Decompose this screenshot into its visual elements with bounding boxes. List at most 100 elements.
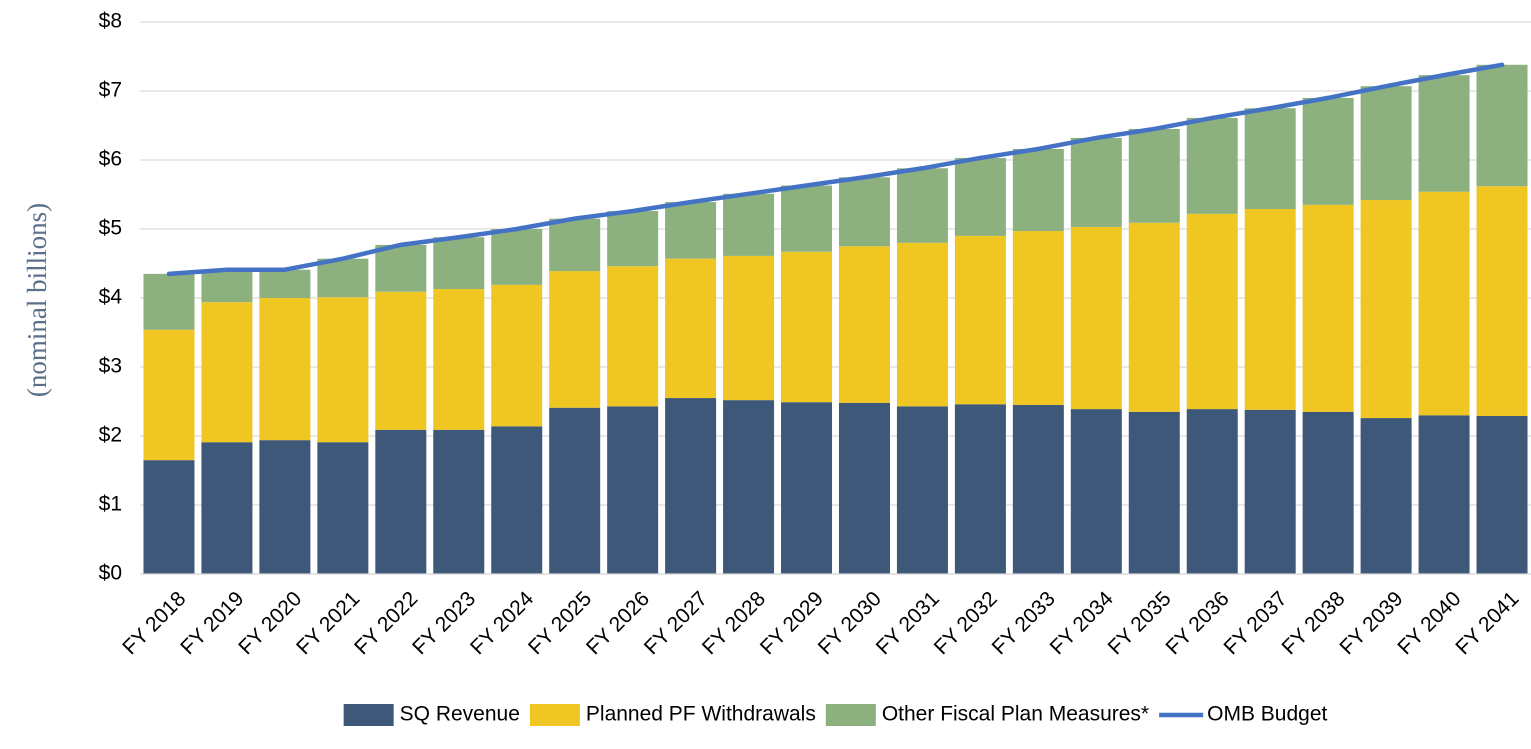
bar-segment — [723, 193, 775, 256]
bar-segment — [1360, 418, 1412, 574]
bar-segment — [1476, 64, 1528, 187]
legend-label: Other Fiscal Plan Measures* — [882, 703, 1149, 726]
bar-segment — [201, 442, 253, 574]
bar-segment — [491, 284, 543, 427]
legend-label: SQ Revenue — [400, 703, 520, 726]
x-tick-label: FY 2019 — [176, 587, 248, 659]
y-tick-label: $1 — [99, 493, 122, 516]
x-tick-label: FY 2040 — [1393, 587, 1465, 659]
bar-segment — [259, 298, 311, 441]
bar-segment — [1360, 86, 1412, 201]
bar-segment — [607, 406, 659, 574]
legend-swatch — [343, 704, 394, 726]
bar-segment — [1244, 409, 1296, 574]
legend-label: Planned PF Withdrawals — [586, 703, 816, 726]
y-tick-label: $6 — [99, 148, 122, 171]
x-tick-label: FY 2021 — [292, 587, 364, 659]
bar-segment — [1244, 208, 1296, 410]
bar-segment — [317, 258, 369, 298]
y-axis-label: (nominal billions) — [22, 203, 52, 397]
x-tick-label: FY 2036 — [1162, 587, 1234, 659]
bar-segment — [1186, 213, 1238, 410]
bar-segment — [259, 440, 311, 574]
x-tick-label: FY 2030 — [814, 587, 886, 659]
bar-segment — [433, 237, 485, 290]
bar-segment — [1302, 97, 1354, 205]
bar-segment — [896, 168, 948, 243]
x-tick-label: FY 2031 — [872, 587, 944, 659]
x-tick-label: FY 2038 — [1277, 587, 1349, 659]
bar-segment — [1476, 415, 1528, 574]
x-tick-label: FY 2023 — [408, 587, 480, 659]
bar-segment — [1128, 222, 1180, 412]
bar-segment — [201, 302, 253, 443]
bar-segment — [549, 271, 601, 408]
bar-segment — [1418, 75, 1470, 192]
bar-segment — [1128, 128, 1180, 223]
bar-segment — [375, 244, 427, 292]
x-tick-label: FY 2027 — [640, 587, 712, 659]
x-tick-label: FY 2041 — [1451, 587, 1523, 659]
bar-segment — [838, 246, 890, 403]
x-tick-label: FY 2022 — [350, 587, 422, 659]
x-tick-label: FY 2035 — [1104, 587, 1176, 659]
bar-segment — [201, 269, 253, 303]
bar-segment — [607, 266, 659, 407]
bar-segment — [1070, 409, 1122, 574]
x-tick-label: FY 2025 — [524, 587, 596, 659]
bar-segment — [954, 235, 1006, 405]
bar-segment — [433, 429, 485, 574]
x-tick-label: FY 2034 — [1046, 587, 1118, 659]
bar-segment — [1070, 137, 1122, 227]
bar-segment — [838, 402, 890, 574]
bar-segment — [896, 242, 948, 407]
legend: SQ Revenue Planned PF Withdrawals Other Fi… — [343, 703, 1328, 726]
bar-segment — [1302, 204, 1354, 412]
bar-segment — [607, 211, 659, 267]
bar-segment — [1418, 191, 1470, 416]
bar-segment — [491, 426, 543, 574]
bar-segment — [665, 398, 717, 574]
bar-segment — [1128, 411, 1180, 574]
bar-segment — [433, 289, 485, 430]
y-tick-label: $8 — [99, 10, 122, 33]
x-tick-label: FY 2024 — [466, 587, 538, 659]
y-tick-label: $0 — [99, 562, 122, 585]
x-tick-label: FY 2033 — [988, 587, 1060, 659]
bar-segment — [143, 460, 195, 574]
y-tick-label: $7 — [99, 79, 122, 102]
bar-segment — [838, 177, 890, 247]
bar-segment — [549, 407, 601, 574]
bar-segment — [317, 442, 369, 574]
x-tick-label: FY 2026 — [582, 587, 654, 659]
bar-segment — [665, 202, 717, 259]
bar-segment — [1070, 226, 1122, 410]
bar-segment — [723, 255, 775, 401]
bar-segment — [1012, 231, 1064, 405]
bar-segment — [1244, 108, 1296, 209]
bar-segment — [1360, 200, 1412, 419]
y-tick-label: $4 — [99, 286, 123, 309]
bar-segment — [491, 229, 543, 285]
bar-segment — [781, 402, 833, 574]
legend-swatch — [529, 704, 580, 726]
bar-segment — [317, 297, 369, 443]
y-tick-label: $2 — [99, 424, 122, 447]
bar-segment — [1186, 117, 1238, 214]
bar-segment — [549, 218, 601, 272]
x-tick-label: FY 2039 — [1335, 587, 1407, 659]
line-series — [166, 62, 1505, 277]
y-tick-label: $5 — [99, 217, 122, 240]
bar-segment — [954, 404, 1006, 574]
legend-swatch — [825, 704, 876, 726]
bar-segment — [143, 329, 195, 461]
bar-segment — [665, 258, 717, 399]
x-tick-label: FY 2018 — [118, 587, 190, 659]
x-tick-label: FY 2029 — [756, 587, 828, 659]
bar-segment — [143, 273, 195, 330]
bar-segment — [896, 406, 948, 574]
x-tick-label: FY 2032 — [930, 587, 1002, 659]
bar-segment — [781, 251, 833, 403]
bar-segment — [723, 400, 775, 574]
